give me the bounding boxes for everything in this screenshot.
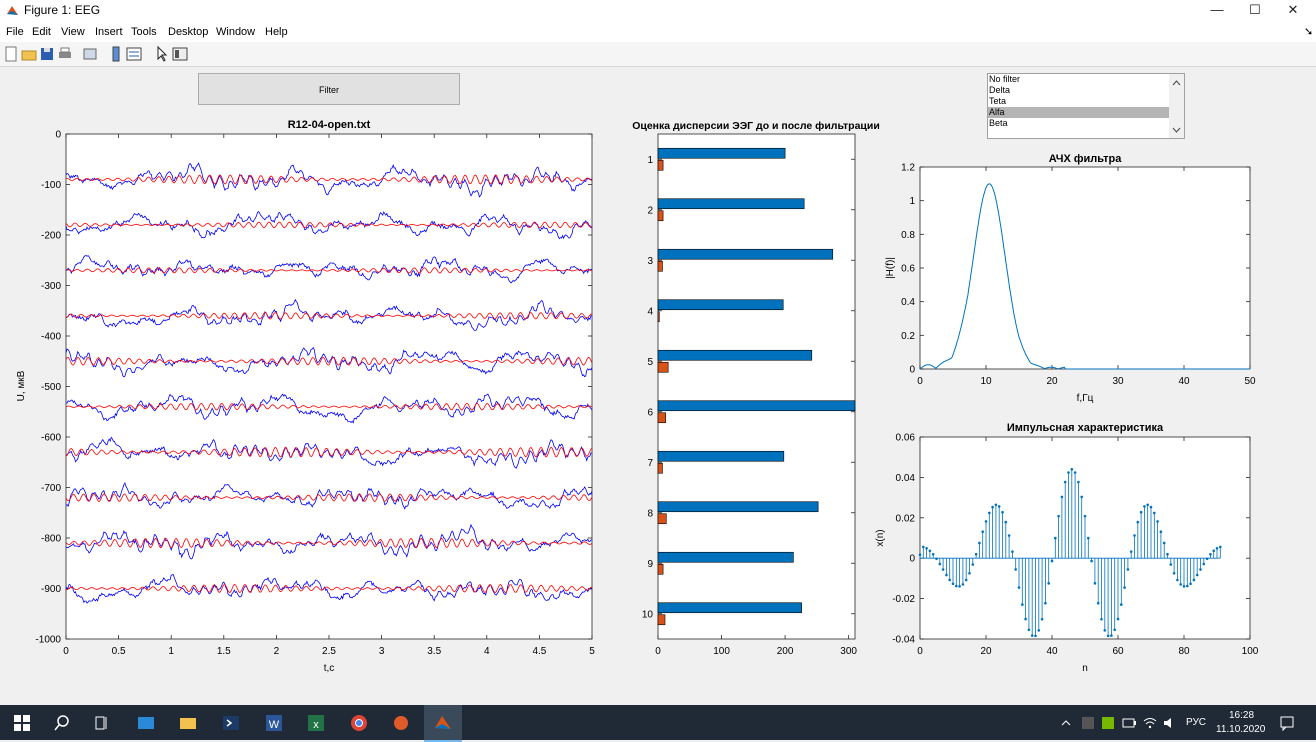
menu-help[interactable]: Help xyxy=(265,26,288,38)
nvidia-icon[interactable] xyxy=(1101,716,1115,730)
scroll-arrows-icon xyxy=(1172,80,1181,133)
colorbar-icon[interactable] xyxy=(108,46,124,62)
wifi-icon[interactable] xyxy=(1143,716,1157,730)
word-icon[interactable]: W xyxy=(264,713,284,733)
language-indicator[interactable]: РУС xyxy=(1186,717,1207,728)
pointer-icon[interactable] xyxy=(154,46,170,62)
taskbar: W x РУС 16:28 11.10.2020 xyxy=(0,705,1316,742)
menu-insert[interactable]: Insert xyxy=(95,26,123,38)
save-icon[interactable] xyxy=(39,46,55,62)
menu-view[interactable]: View xyxy=(61,26,85,38)
menu-window[interactable]: Window xyxy=(216,26,256,38)
file-explorer-icon[interactable] xyxy=(178,713,198,733)
filter-listbox[interactable]: No filter Delta Teta Alfa Beta xyxy=(987,73,1185,139)
toolbar xyxy=(0,42,1316,67)
filter-option-selected[interactable]: Alfa xyxy=(988,107,1169,118)
notifications-icon[interactable] xyxy=(1279,715,1295,731)
clock-date[interactable]: 11.10.2020 xyxy=(1216,724,1266,735)
matlab-icon xyxy=(7,6,18,15)
print-icon[interactable] xyxy=(57,46,73,62)
filter-option[interactable]: Teta xyxy=(989,96,1007,106)
filter-option[interactable]: No filter xyxy=(989,74,1021,84)
filter-option[interactable]: Delta xyxy=(989,85,1011,95)
matlab-taskbar-button[interactable] xyxy=(424,705,462,742)
svg-text:W: W xyxy=(269,719,280,731)
tray-app-icon[interactable] xyxy=(1081,716,1095,730)
open-folder-icon[interactable] xyxy=(21,46,37,62)
menu-desktop[interactable]: Desktop xyxy=(168,26,209,38)
chevron-up-icon[interactable] xyxy=(1060,717,1072,729)
close-button[interactable]: ✕ xyxy=(1287,2,1299,17)
menu-file[interactable]: File xyxy=(6,26,24,38)
clock-time[interactable]: 16:28 xyxy=(1229,710,1255,721)
window-title: Figure 1: EEG xyxy=(24,3,101,17)
volume-icon[interactable] xyxy=(1163,716,1177,730)
minimize-button[interactable]: — xyxy=(1210,2,1224,17)
app-icon-2[interactable] xyxy=(391,713,411,733)
excel-icon[interactable]: x xyxy=(306,713,326,733)
task-view-icon[interactable] xyxy=(92,713,112,733)
battery-icon[interactable] xyxy=(1122,717,1136,729)
legend-icon[interactable] xyxy=(126,46,142,62)
app-icon[interactable] xyxy=(136,713,156,733)
property-editor-icon[interactable] xyxy=(172,46,188,62)
figure-canvas xyxy=(0,67,1316,705)
maximize-button[interactable]: ☐ xyxy=(1249,2,1261,17)
menu-edit[interactable]: Edit xyxy=(32,26,51,38)
new-file-icon[interactable] xyxy=(3,46,19,62)
windows-start-icon[interactable] xyxy=(12,713,32,733)
powershell-icon[interactable] xyxy=(221,713,241,733)
search-icon[interactable] xyxy=(52,713,72,733)
matlab-icon xyxy=(435,716,451,729)
chrome-icon[interactable] xyxy=(349,713,369,733)
title-bar: Figure 1: EEG — ☐ ✕ xyxy=(0,0,1316,22)
listbox-scrollbar[interactable] xyxy=(1169,74,1184,138)
svg-text:x: x xyxy=(313,719,319,731)
menu-bar: File Edit View Insert Tools Desktop Wind… xyxy=(0,22,1316,42)
filter-option[interactable]: Beta xyxy=(989,118,1008,128)
menu-tools[interactable]: Tools xyxy=(131,26,157,38)
dock-arrow-icon[interactable]: ➘ xyxy=(1304,26,1314,38)
filter-button[interactable]: Filter xyxy=(198,73,460,105)
link-plot-icon[interactable] xyxy=(82,46,98,62)
